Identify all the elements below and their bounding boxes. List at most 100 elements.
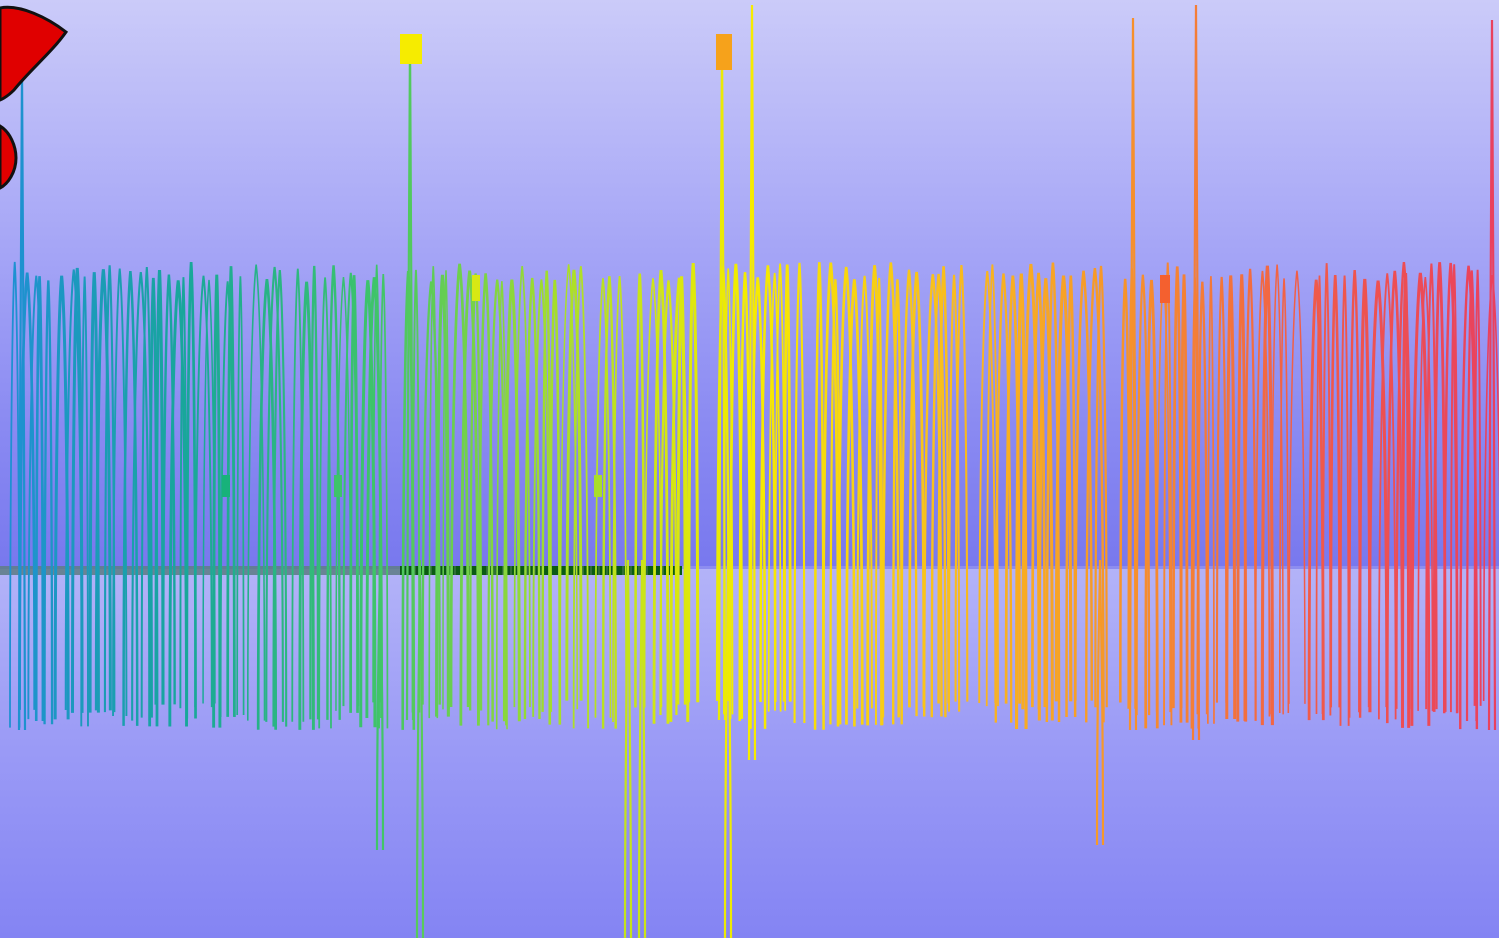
- glitch-stroke: [80, 276, 89, 727]
- glitch-spike: [375, 559, 385, 851]
- glitch-stroke: [947, 274, 961, 712]
- red-flower-icon[interactable]: [0, 0, 70, 190]
- glitch-stroke: [845, 279, 864, 725]
- glitch-stroke: [782, 264, 792, 702]
- glitch-stroke: [265, 266, 284, 722]
- glitch-spike: [1095, 559, 1105, 846]
- glitch-spike: [637, 559, 647, 938]
- glitch-stroke: [1329, 275, 1341, 708]
- glitch-stroke: [523, 277, 541, 720]
- glitch-stroke: [477, 273, 494, 722]
- glitch-spike: [723, 559, 733, 938]
- glitch-stroke: [994, 273, 1013, 723]
- glitch-stroke: [749, 277, 767, 729]
- glitch-stroke: [1278, 278, 1290, 714]
- glitch-stroke: [1449, 264, 1459, 713]
- glitch-stroke: [161, 274, 176, 705]
- glitch-stroke: [298, 281, 315, 730]
- glitch-stroke: [659, 280, 678, 716]
- glitch-stroke: [1215, 276, 1228, 703]
- glitch-stroke: [1243, 268, 1257, 721]
- glitch-stroke: [1410, 272, 1431, 726]
- glitch-stroke: [937, 266, 950, 704]
- glitch-stroke: [435, 274, 450, 717]
- glitch-spike: [1128, 17, 1138, 731]
- glitch-stroke: [930, 273, 947, 718]
- glitch-stroke: [1037, 278, 1054, 721]
- glitch-stroke: [94, 269, 112, 711]
- glitch-stroke: [1054, 275, 1073, 702]
- glitch-stroke: [767, 272, 782, 712]
- glitch-block: [1160, 275, 1170, 303]
- glitch-stroke: [687, 263, 700, 703]
- glitch-block: [400, 34, 422, 64]
- glitch-stroke: [594, 278, 612, 718]
- loading-bar-fill: [400, 566, 682, 575]
- glitch-strokes-group: [9, 4, 1499, 938]
- glitch-stroke: [326, 265, 341, 720]
- glitch-stroke: [565, 269, 583, 701]
- glitch-stroke: [954, 265, 969, 702]
- glitch-stroke: [793, 262, 806, 724]
- glitch-stroke: [1315, 275, 1324, 714]
- glitch-stroke: [669, 277, 690, 722]
- glitch-stroke: [1377, 273, 1397, 720]
- glitch-stroke: [1135, 274, 1151, 716]
- glitch-stroke: [1254, 270, 1271, 717]
- glitch-stroke: [1288, 270, 1306, 704]
- glitch-stroke: [1074, 270, 1093, 701]
- glitch-stroke: [759, 265, 777, 702]
- glitch-stroke: [856, 275, 873, 709]
- glitch-stroke: [502, 279, 521, 722]
- glitch-block: [222, 475, 230, 497]
- glitch-stroke: [309, 265, 320, 720]
- glitch-stroke: [1401, 272, 1411, 728]
- glitch-stroke: [1031, 272, 1047, 708]
- glitch-stroke: [1163, 262, 1173, 726]
- glitch-stroke: [1155, 274, 1171, 713]
- glitch-block: [594, 475, 602, 497]
- glitch-block: [716, 34, 732, 70]
- glitch-spike: [415, 559, 425, 938]
- glitch-spike: [405, 37, 415, 721]
- glitch-stroke: [1065, 275, 1077, 718]
- glitch-stroke: [43, 280, 54, 725]
- glitch-stroke: [1270, 264, 1284, 715]
- glitch-spike: [623, 559, 633, 938]
- glitch-stroke: [1417, 276, 1434, 711]
- glitch-stroke: [881, 262, 900, 718]
- glitch-stroke: [652, 269, 670, 724]
- glitch-stroke: [236, 276, 245, 715]
- glitch-stroke: [1367, 280, 1389, 708]
- glitch-stroke: [1021, 263, 1041, 710]
- glitch-stroke: [634, 273, 646, 708]
- glitch-block: [334, 475, 342, 497]
- glitch-stroke: [836, 266, 856, 727]
- glitch-stroke: [1004, 275, 1021, 704]
- glitch-stroke: [131, 271, 151, 721]
- glitch-stroke: [908, 271, 926, 708]
- glitch-stroke: [572, 266, 589, 729]
- glitch-stroke: [34, 276, 45, 721]
- glitch-stroke: [559, 264, 578, 710]
- glitch-spike: [717, 37, 727, 721]
- glitch-stroke: [459, 270, 480, 726]
- glitch-stroke: [548, 279, 562, 725]
- glitch-stroke: [226, 266, 236, 717]
- glitch-stroke: [1085, 268, 1105, 723]
- glitch-block: [472, 275, 480, 301]
- glitch-stroke: [875, 277, 884, 725]
- glitch-stroke: [318, 277, 332, 729]
- glitch-stroke: [866, 265, 883, 726]
- glitch-stroke: [1179, 274, 1189, 723]
- glitch-stroke: [349, 275, 359, 713]
- glitch-spike: [1191, 4, 1201, 741]
- red-petal-top: [0, 5, 69, 102]
- glitch-stroke: [291, 268, 305, 722]
- glitch-stroke: [194, 275, 213, 708]
- red-petal-bottom: [0, 124, 18, 190]
- glitch-stroke: [185, 261, 197, 719]
- glitch-stroke: [821, 262, 840, 706]
